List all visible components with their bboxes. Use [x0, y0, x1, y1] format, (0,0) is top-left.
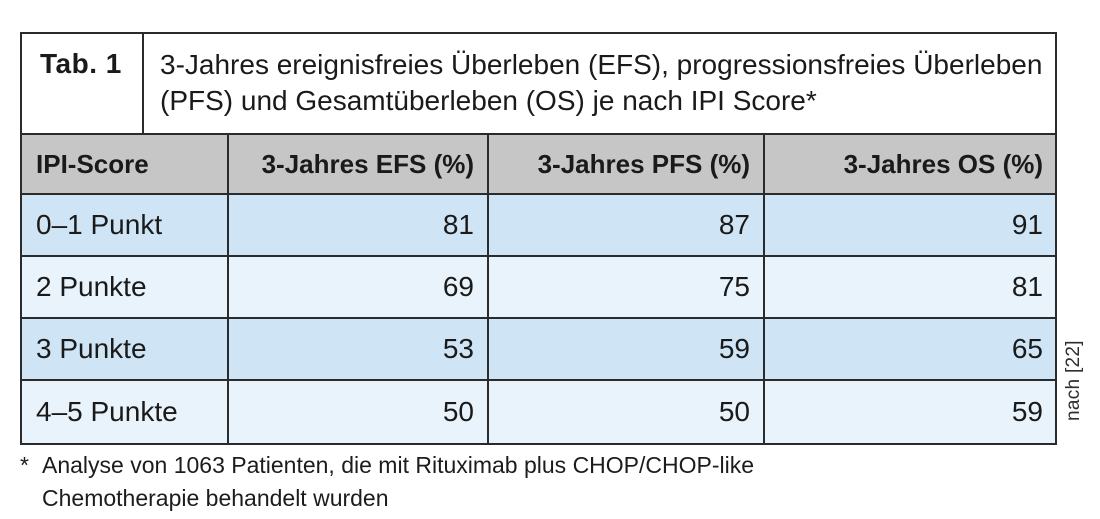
cell-ipi-score: 0–1 Punkt: [22, 195, 229, 255]
table-row: 0–1 Punkt 81 87 91: [22, 195, 1055, 257]
source-citation: nach [22]: [1063, 340, 1084, 421]
cell-pfs-value: 75: [489, 257, 765, 317]
cell-os-value: 81: [1011, 271, 1043, 302]
cell-pfs-value: 50: [489, 381, 765, 443]
cell-ipi-score: 3 Punkte: [22, 319, 229, 379]
cell-efs-value: 53: [229, 319, 489, 379]
table-row: 2 Punkte 69 75 81: [22, 257, 1055, 319]
table-header-row: IPI-Score 3-Jahres EFS (%) 3-Jahres PFS …: [22, 135, 1055, 195]
cell-pfs-value: 87: [489, 195, 765, 255]
footnote-text: Analyse von 1063 Patienten, die mit Ritu…: [42, 452, 755, 511]
table-row: 4–5 Punkte 50 50 59: [22, 381, 1055, 443]
cell-efs-value: 69: [229, 257, 489, 317]
footnote: * Analyse von 1063 Patienten, die mit Ri…: [20, 449, 880, 515]
footnote-marker: *: [20, 452, 29, 478]
column-header-os: 3-Jahres OS (%): [843, 148, 1043, 179]
column-header-efs: 3-Jahres EFS (%): [229, 135, 489, 193]
table-title: 3-Jahres ereignisfreies Überleben (EFS),…: [160, 49, 1043, 116]
table-label: Tab. 1: [22, 34, 144, 133]
cell-ipi-score: 4–5 Punkte: [22, 381, 229, 443]
cell-efs-value: 81: [229, 195, 489, 255]
cell-efs-value: 50: [229, 381, 489, 443]
cell-pfs-value: 59: [489, 319, 765, 379]
column-header-pfs: 3-Jahres PFS (%): [489, 135, 765, 193]
cell-os-value: 91: [1011, 209, 1043, 240]
table-row: 3 Punkte 53 59 65: [22, 319, 1055, 381]
table-title-row: Tab. 1 3-Jahres ereignisfreies Überleben…: [22, 34, 1055, 135]
cell-ipi-score: 2 Punkte: [22, 257, 229, 317]
table-1: Tab. 1 3-Jahres ereignisfreies Überleben…: [20, 32, 1057, 445]
column-header-ipi-score: IPI-Score: [22, 135, 229, 193]
cell-os-value: 65: [1011, 333, 1043, 364]
cell-os-value: 59: [1011, 396, 1043, 427]
